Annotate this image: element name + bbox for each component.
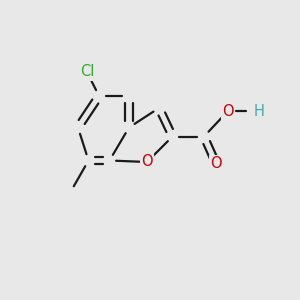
Text: O: O	[210, 156, 222, 171]
Text: Cl: Cl	[80, 64, 94, 80]
Text: O: O	[141, 154, 153, 169]
Text: O: O	[222, 103, 234, 118]
Text: H: H	[254, 103, 264, 118]
